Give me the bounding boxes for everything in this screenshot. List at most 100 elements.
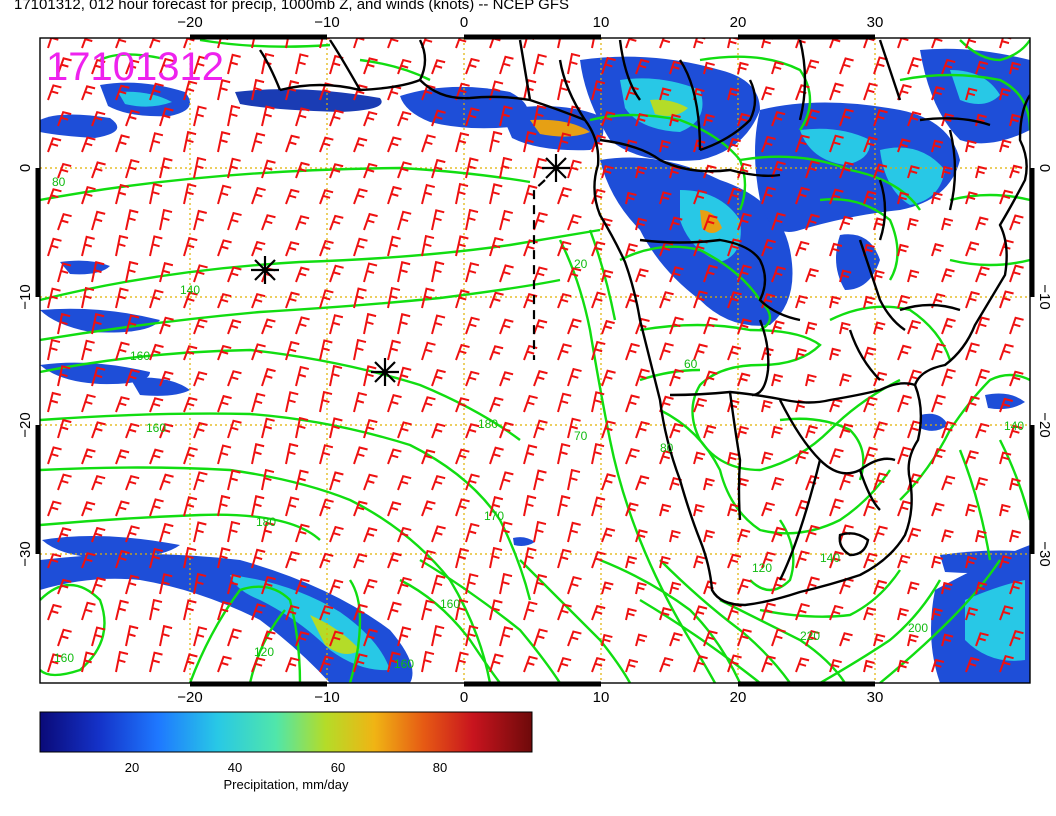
wind-barb (421, 234, 435, 257)
contour-label: 80 (660, 441, 674, 455)
wind-barb (125, 209, 139, 231)
wind-barb (693, 655, 708, 673)
wind-barb (183, 653, 198, 673)
wind-barb (567, 630, 582, 647)
wind-barb (999, 189, 1014, 205)
wind-barb (217, 444, 232, 465)
wind-barb (159, 370, 174, 387)
wind-barb (421, 500, 436, 517)
wind-barb (805, 629, 820, 647)
wind-barb (659, 87, 672, 101)
wind-barb (421, 38, 433, 49)
wind-barb (907, 527, 922, 543)
wind-barb (601, 369, 616, 387)
wind-barb (193, 55, 208, 75)
wind-barb (149, 182, 163, 205)
wind-barb (285, 241, 300, 257)
wind-barb (523, 655, 538, 673)
wind-barb (805, 109, 820, 127)
wind-barb (625, 342, 640, 361)
wind-barb (159, 316, 174, 335)
wind-barb (873, 633, 886, 647)
wind-barb (533, 266, 548, 283)
wind-barb (285, 134, 300, 153)
wind-barb (1009, 580, 1023, 595)
wind-barb (771, 320, 785, 335)
wind-barb (363, 312, 377, 335)
wind-barb (635, 165, 647, 179)
wind-barb (523, 547, 537, 569)
wind-barb (455, 82, 470, 101)
contour-label: 120 (752, 561, 772, 575)
wind-barb (999, 397, 1013, 413)
wind-barb (81, 393, 96, 413)
wind-barb (329, 264, 344, 283)
wind-barb (941, 420, 956, 439)
wind-barb (805, 160, 820, 179)
contour-label: 140 (820, 551, 840, 565)
wind-barb (557, 132, 572, 153)
wind-barb (703, 370, 718, 387)
wind-barb (149, 38, 161, 49)
contour-label: 180 (256, 515, 276, 529)
wind-barb (727, 553, 742, 569)
wind-barb (353, 500, 368, 517)
wind-barb (941, 317, 956, 335)
wind-barb (771, 628, 786, 647)
wind-barb (125, 260, 139, 283)
wind-barb (329, 163, 344, 179)
wind-barb (1009, 164, 1023, 179)
wind-barb (319, 390, 333, 413)
wind-barb (183, 38, 195, 49)
wind-barb (703, 264, 718, 283)
wind-barb (625, 38, 637, 49)
wind-barb (533, 319, 548, 335)
wind-barb (217, 494, 231, 517)
wind-barb (295, 316, 310, 335)
wind-barb (999, 290, 1014, 309)
wind-barb (431, 314, 446, 335)
wind-barb (727, 654, 742, 673)
wind-barb (601, 111, 616, 127)
wind-barb (455, 651, 469, 673)
wind-barb (567, 267, 582, 283)
wind-barb (251, 443, 265, 465)
wind-barb (149, 547, 163, 569)
wind-barb (771, 212, 786, 231)
wind-barb (737, 264, 752, 283)
wind-barb (159, 208, 173, 231)
wind-barb (625, 658, 639, 673)
wind-barb (47, 500, 62, 517)
wind-barb (227, 53, 241, 75)
wind-barb (761, 238, 776, 257)
lon-tick-label: −10 (314, 14, 339, 31)
wind-barb (217, 292, 232, 309)
wind-barb (159, 624, 173, 647)
wind-barb (557, 240, 572, 257)
wind-barb (193, 105, 207, 127)
wind-barb (1009, 264, 1024, 283)
wind-barb (805, 213, 820, 231)
wind-barb (829, 550, 844, 569)
wind-barb (693, 451, 706, 465)
wind-barb (387, 448, 402, 465)
wind-barb (941, 58, 956, 75)
wind-barb (999, 38, 1012, 49)
wind-barb (693, 397, 708, 413)
wind-barb (149, 448, 164, 465)
wind-barb (251, 186, 266, 205)
wind-barb (295, 215, 310, 231)
wind-barb (873, 109, 888, 127)
wind-barb (669, 632, 683, 647)
wind-barb (431, 59, 446, 75)
wind-barb (91, 111, 106, 127)
wind-barb (669, 216, 683, 231)
wind-barb (319, 339, 333, 361)
pressure-contours (40, 38, 1030, 683)
wind-barb (693, 290, 708, 309)
wind-barb (387, 651, 401, 673)
wind-barb (659, 38, 671, 49)
wind-barb (115, 549, 130, 569)
wind-barb (557, 495, 571, 517)
wind-barb (761, 86, 775, 101)
